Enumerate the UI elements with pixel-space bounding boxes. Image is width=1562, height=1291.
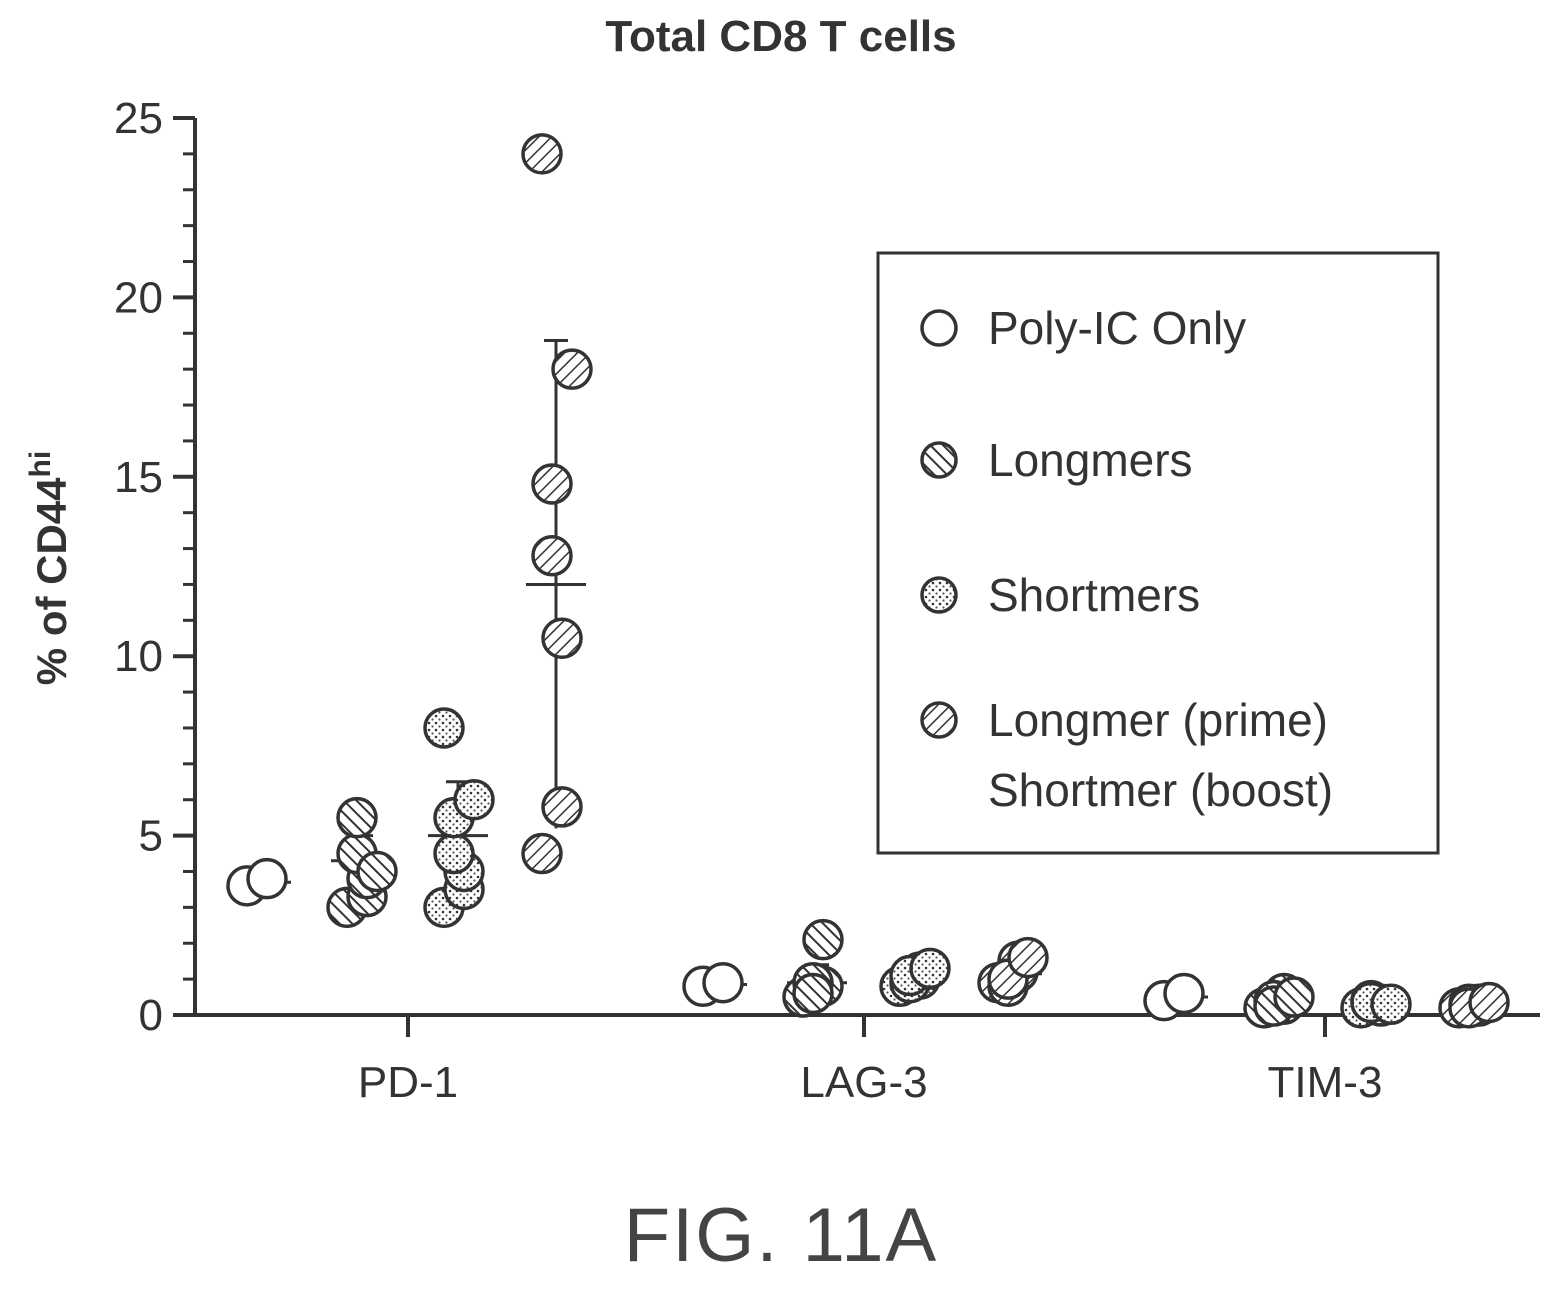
- data-point: [521, 832, 563, 875]
- data-point: [1007, 936, 1049, 979]
- data-point: [453, 778, 495, 821]
- data-point: [1273, 976, 1315, 1018]
- data-point: [531, 534, 573, 577]
- legend-marker: [920, 576, 958, 614]
- legend-marker: [920, 309, 958, 347]
- x-tick-labels: PD-1 LAG-3 TIM-3: [358, 1058, 1383, 1107]
- x-tick-label: LAG-3: [800, 1058, 927, 1107]
- y-axis-label-group: % of CD44hi: [24, 451, 75, 685]
- legend: Poly-IC Only Longmers Shortmers Longmer (pr…: [876, 251, 1440, 855]
- data-point: [551, 348, 593, 390]
- legend-label: Longmers: [988, 434, 1193, 486]
- y-tick-label: 25: [114, 94, 163, 143]
- data-point: [336, 796, 378, 839]
- y-axis-label: % of CD44hi: [24, 451, 75, 685]
- y-tick-label: 10: [114, 632, 163, 681]
- data-point: [1468, 981, 1510, 1024]
- data-point: [433, 832, 475, 875]
- data-point: [792, 972, 834, 1015]
- legend-label: Shortmer (boost): [988, 764, 1333, 816]
- x-tick-label: TIM-3: [1268, 1058, 1383, 1107]
- data-point: [521, 133, 563, 175]
- x-tick-label: PD-1: [358, 1058, 458, 1107]
- chart-title: Total CD8 T cells: [605, 12, 957, 61]
- axes: 0 5 10 15 20 25: [114, 94, 1540, 1040]
- y-tick-label: 20: [114, 273, 163, 322]
- data-point: [702, 961, 744, 1004]
- data-point: [423, 707, 465, 749]
- data-point: [246, 857, 288, 900]
- y-tick-label: 15: [114, 453, 163, 502]
- legend-box: [876, 251, 1440, 855]
- y-tick-label: 0: [139, 991, 163, 1040]
- y-tick-label: 5: [139, 812, 163, 861]
- legend-marker: [920, 441, 958, 479]
- legend-label: Shortmers: [988, 569, 1200, 621]
- data-point: [1163, 972, 1205, 1015]
- data-point: [541, 617, 583, 660]
- data-point: [1370, 983, 1412, 1025]
- legend-label: Poly-IC Only: [988, 302, 1246, 354]
- data-point: [541, 786, 583, 828]
- figure-label: FIG. 11A: [623, 1193, 939, 1278]
- y-axis-label-main: % of CD44: [28, 477, 75, 685]
- legend-label: Longmer (prime): [988, 694, 1328, 746]
- data-point: [802, 918, 844, 961]
- data-points: [226, 133, 1510, 1029]
- data-point: [356, 850, 398, 893]
- data-point: [909, 947, 951, 990]
- data-point: [531, 463, 573, 505]
- y-axis-label-sup: hi: [24, 451, 57, 478]
- legend-marker: [920, 701, 958, 739]
